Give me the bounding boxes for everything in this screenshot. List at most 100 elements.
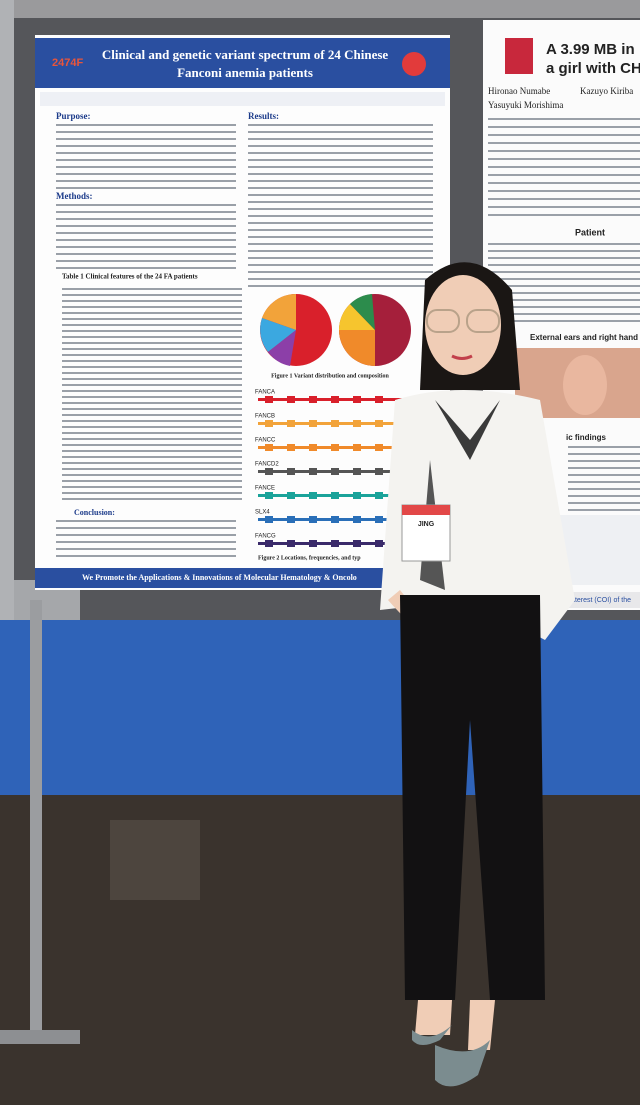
text-line [62,462,242,464]
text-line [488,142,640,144]
text-line [62,300,242,302]
text-line [56,260,236,262]
text-line [488,118,640,120]
figure-caption: Figure 2 Locations, frequencies, and typ [258,555,361,561]
text-line [62,372,242,374]
text-line [56,246,236,248]
logo [402,52,426,76]
text-line [62,378,242,380]
poster-title: a girl with CH [546,60,640,77]
text-line [62,414,242,416]
text-line [488,306,640,308]
text-line [248,222,433,224]
text-line [488,257,640,259]
badge-band [402,505,450,515]
text-line [62,360,242,362]
text-line [62,450,242,452]
text-line [56,145,236,147]
text-line [248,236,433,238]
footer-text: nflict of Interest (COI) of the [545,597,631,604]
text-line [248,173,433,175]
text-line [56,267,236,269]
exon [353,540,361,547]
text-line [488,166,640,168]
text-line [488,299,640,301]
text-line [56,520,236,522]
text-line [56,239,236,241]
exon [375,540,383,547]
text-line [248,229,433,231]
text-line [56,173,236,175]
text-line [488,134,640,136]
ear-photo [563,355,607,415]
pie-slice [268,330,296,366]
floor-reflection [110,820,200,900]
text-line [248,159,433,161]
exon [309,420,317,427]
exon [331,396,339,403]
text-line [568,467,640,469]
poster-footer [35,568,450,588]
text-line [62,354,242,356]
text-line [488,198,640,200]
exon [309,396,317,403]
text-line [488,182,640,184]
exon [375,516,383,523]
gene-label: FANCC [255,438,276,444]
text-line [488,214,640,216]
text-line [568,453,640,455]
text-line [56,138,236,140]
shoe [435,1040,490,1087]
text-line [62,498,242,500]
glasses [466,309,500,333]
text-line [248,264,433,266]
exon [265,444,273,451]
exon [287,492,295,499]
text-line [56,232,236,234]
gene-diagram: FANCA FANCB FANCC FANCD2 FANCE SLX4 FANCG [255,390,408,547]
author-line [40,92,445,106]
pie-slice [338,304,375,330]
author: Yasuyuki Morishima [488,100,563,110]
text-line [62,432,242,434]
exon [287,444,295,451]
text-line [248,166,433,168]
text-line [62,330,242,332]
text-line [568,488,640,490]
text-line [248,131,433,133]
text-line [62,492,242,494]
section-heading: Conclusion: [74,508,115,517]
text-line [62,438,242,440]
gene-label: FANCE [255,486,275,492]
text-line [62,402,242,404]
exon [265,540,273,547]
text-line [56,218,236,220]
exon [265,420,273,427]
text-line [56,180,236,182]
text-line [248,215,433,217]
text-line [248,124,433,126]
mouth [451,354,473,360]
stand-foot [0,1030,80,1044]
text-line [488,158,640,160]
text-line [56,253,236,255]
author: Kazuyo Kiriba [580,86,633,96]
exon [331,492,339,499]
text-line [62,366,242,368]
exon [287,420,295,427]
face [425,275,501,375]
text-line [62,312,242,314]
trousers [400,595,545,1000]
board-frame [0,0,640,18]
text-line [62,420,242,422]
text-line [62,396,242,398]
exon [287,396,295,403]
text-line [488,206,640,208]
genomic-plot [560,515,640,585]
text-line [62,342,242,344]
figure-caption: Figure 1 Variant distribution and compos… [271,373,389,379]
poster-title: Fanconi anemia patients [177,65,313,80]
stand-post [0,0,14,620]
text-line [488,126,640,128]
